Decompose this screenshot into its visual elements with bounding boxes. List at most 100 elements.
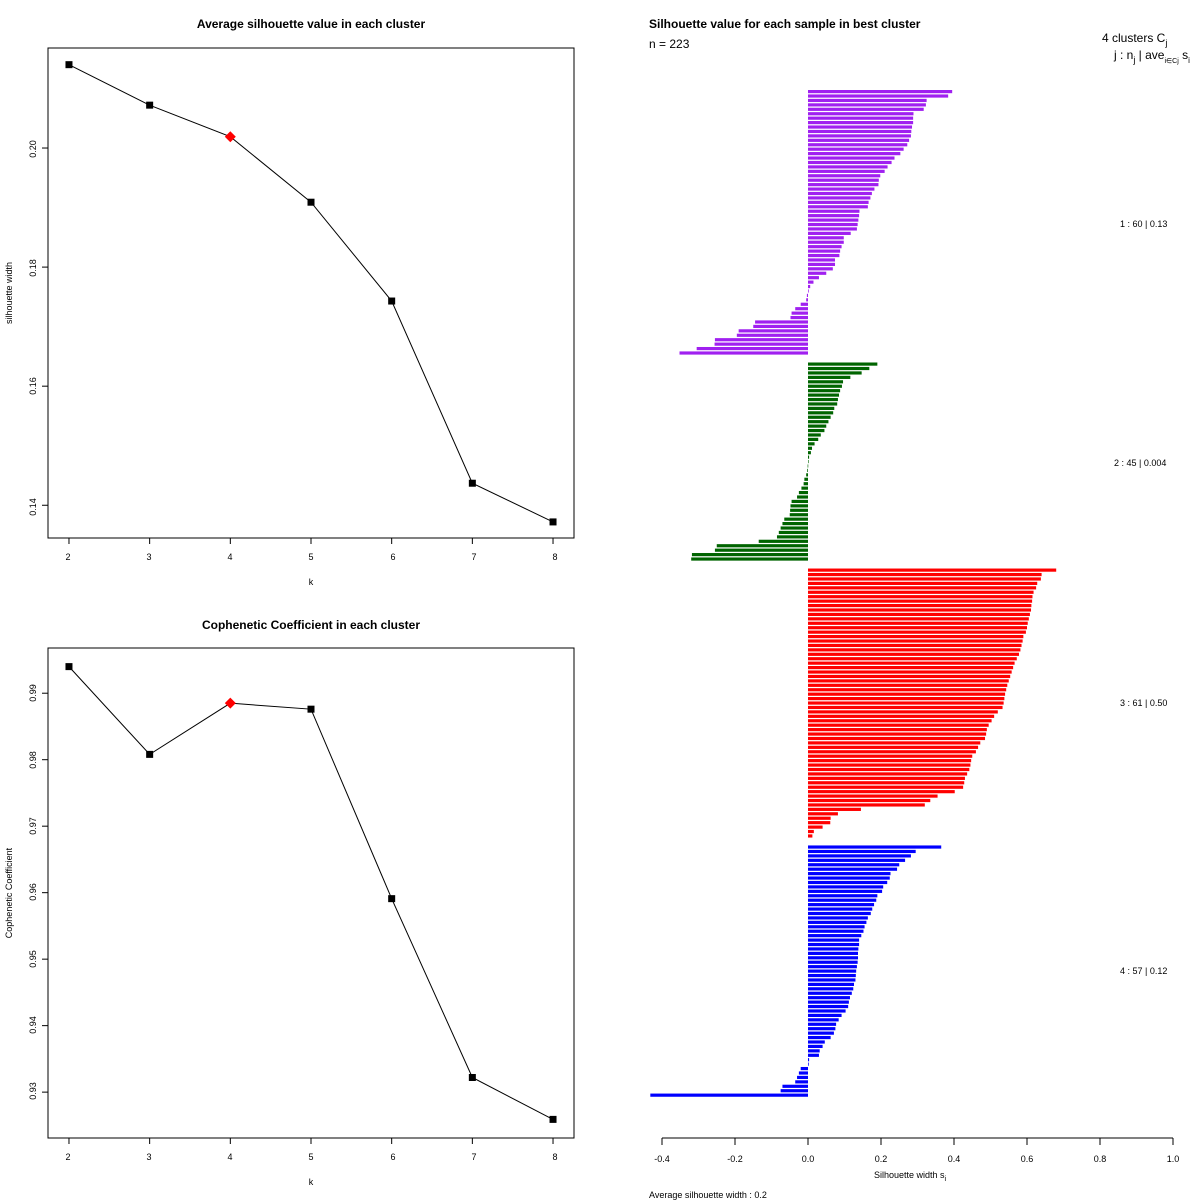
silhouette-bar [808, 688, 1007, 692]
cophenetic-xtick: 5 [308, 1152, 313, 1162]
silhouette-bar [800, 1066, 808, 1071]
silhouette-bar [808, 581, 1038, 586]
silhouette-bar [808, 679, 1009, 683]
silhouette-tick-marks [42, 147, 554, 544]
legend-header2-text: j : n [1113, 48, 1133, 62]
silhouette-bar [736, 333, 808, 337]
silhouette-bar [808, 147, 904, 151]
silhouette-highlight-point [224, 131, 236, 143]
silhouette-bar [808, 165, 888, 169]
silhouette-bar [808, 599, 1033, 603]
bar-xtick: -0.2 [727, 1154, 743, 1164]
silhouette-bar [808, 1027, 836, 1031]
legend-header2-sub: j [1132, 55, 1135, 65]
silhouette-bar [782, 522, 808, 526]
silhouette-bar [808, 160, 892, 165]
silhouette-xlabel: k [309, 577, 314, 587]
cophenetic-point [146, 750, 154, 758]
bar-xtick: -0.4 [654, 1154, 670, 1164]
silhouette-bar [808, 446, 813, 450]
silhouette-bar [808, 174, 881, 178]
silhouette-bar [808, 683, 1008, 687]
bar-xtick: 1.0 [1167, 1154, 1180, 1164]
silhouette-bar [738, 329, 808, 333]
silhouette-bar [784, 517, 808, 521]
bar-panel-title: Silhouette value for each sample in best… [649, 17, 921, 31]
silhouette-bar [808, 807, 861, 811]
silhouette-ytick: 0.18 [28, 259, 38, 277]
silhouette-bar [808, 442, 815, 446]
silhouette-bar [798, 490, 808, 495]
silhouette-bar [808, 1062, 809, 1066]
silhouette-bar [808, 608, 1032, 612]
cophenetic-panel-title: Cophenetic Coefficient in each cluster [202, 618, 420, 632]
silhouette-bar [808, 276, 819, 280]
silhouette-bar [808, 626, 1027, 630]
silhouette-bar [808, 94, 949, 98]
silhouette-xtick: 8 [552, 552, 557, 562]
silhouette-point [307, 198, 315, 206]
silhouette-bar [714, 338, 808, 342]
silhouette-bar [801, 486, 808, 490]
silhouette-bar [808, 433, 821, 437]
silhouette-bar [808, 240, 844, 244]
cophenetic-line-panel: Cophenetic Coefficient in each cluster k… [4, 618, 575, 1187]
cophenetic-xtick: 6 [390, 1152, 395, 1162]
cophenetic-ylabel: Cophenetic Coefficient [4, 847, 14, 938]
silhouette-bar [808, 849, 916, 854]
silhouette-bar [808, 262, 836, 266]
silhouette-bar [808, 568, 1057, 572]
cophenetic-xtick: 2 [65, 1152, 70, 1162]
silhouette-bar [808, 595, 1033, 599]
silhouette-bar [808, 776, 965, 780]
silhouette-bar [808, 947, 859, 951]
silhouette-bar [808, 156, 895, 160]
silhouette-bar [808, 249, 841, 253]
silhouette-bar [808, 634, 1024, 639]
silhouette-bar [808, 1009, 846, 1013]
silhouette-bar [808, 920, 867, 924]
silhouette-bar [808, 129, 912, 134]
silhouette-bar [808, 863, 900, 867]
cophenetic-xticks: 2 3 4 5 6 7 8 [65, 1152, 557, 1162]
legend-header2-sub2: i∈Cj [1164, 58, 1179, 65]
silhouette-bar [806, 293, 808, 298]
silhouette-bar [808, 393, 840, 397]
silhouette-bar [808, 781, 965, 785]
silhouette-bar [795, 307, 808, 311]
cluster-label: 3 : 61 | 0.50 [1120, 698, 1167, 708]
silhouette-bar [808, 200, 869, 204]
silhouette-bar [808, 951, 859, 955]
silhouette-bar [808, 790, 955, 794]
silhouette-bar [808, 956, 859, 960]
silhouette-bar [808, 191, 872, 196]
silhouette-bar [808, 577, 1041, 581]
silhouette-bar [790, 315, 808, 320]
silhouette-bar [808, 925, 865, 929]
silhouette-bar [808, 916, 868, 920]
silhouette-bar [808, 872, 891, 876]
silhouette-bar [790, 508, 808, 512]
silhouette-bar [808, 1018, 839, 1022]
silhouette-bar [808, 652, 1019, 656]
cophenetic-tick-marks [42, 692, 554, 1144]
silhouette-bar [808, 630, 1026, 634]
cophenetic-ytick: 0.93 [28, 1082, 38, 1100]
silhouette-bar [808, 116, 914, 120]
silhouette-bar [776, 535, 808, 539]
legend-header-sub: j [1164, 38, 1167, 48]
silhouette-bar [808, 227, 857, 231]
silhouette-bar [808, 697, 1005, 701]
silhouette-bar [808, 437, 819, 442]
silhouette-bars [650, 90, 1057, 1097]
silhouette-bar [808, 991, 852, 995]
silhouette-bar [808, 821, 831, 825]
silhouette-bar [808, 424, 827, 428]
cophenetic-marks [65, 663, 557, 1123]
silhouette-marks [65, 61, 557, 526]
cophenetic-xtick: 7 [471, 1152, 476, 1162]
silhouette-line-panel: Average silhouette value in each cluster… [4, 17, 575, 587]
bar-x-tick-marks [661, 1138, 1174, 1145]
silhouette-bar [808, 98, 927, 103]
silhouette-bar [803, 482, 808, 486]
